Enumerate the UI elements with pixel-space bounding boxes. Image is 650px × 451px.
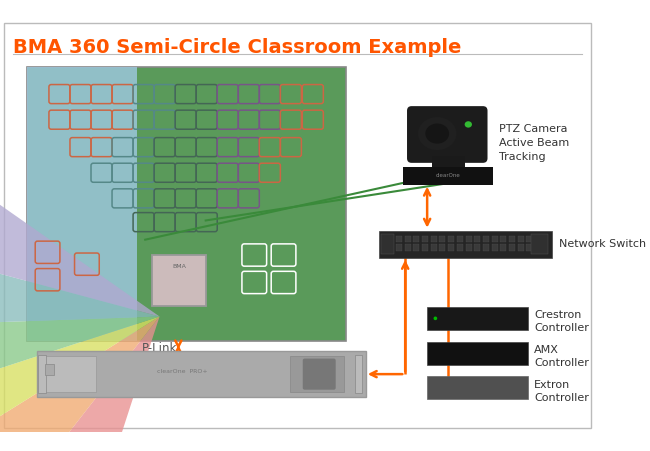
Bar (422, 244, 428, 251)
Bar (448, 244, 454, 251)
FancyBboxPatch shape (426, 342, 528, 364)
Bar (474, 236, 480, 243)
Bar (396, 236, 402, 243)
Text: BMA 360 Semi-Circle Classroom Example: BMA 360 Semi-Circle Classroom Example (13, 37, 461, 56)
FancyBboxPatch shape (152, 255, 206, 306)
FancyBboxPatch shape (36, 351, 366, 397)
Bar (413, 244, 419, 251)
Ellipse shape (434, 317, 437, 320)
Bar (422, 236, 428, 243)
Text: Extron
Controller: Extron Controller (534, 380, 589, 403)
Text: AMX
Controller: AMX Controller (534, 345, 589, 368)
Bar (509, 244, 515, 251)
FancyBboxPatch shape (379, 230, 552, 258)
FancyBboxPatch shape (532, 234, 548, 254)
Bar (448, 236, 454, 243)
Text: PTZ Camera
Active Beam
Tracking: PTZ Camera Active Beam Tracking (499, 124, 569, 162)
Bar (465, 244, 471, 251)
Text: BMA: BMA (172, 264, 186, 269)
Ellipse shape (425, 124, 449, 143)
FancyBboxPatch shape (27, 67, 346, 341)
Bar (483, 236, 489, 243)
FancyBboxPatch shape (426, 377, 528, 399)
Bar (491, 236, 498, 243)
FancyBboxPatch shape (426, 307, 528, 330)
Bar (396, 244, 402, 251)
FancyBboxPatch shape (42, 356, 96, 392)
FancyBboxPatch shape (27, 67, 137, 341)
Bar (474, 244, 480, 251)
FancyBboxPatch shape (407, 106, 488, 163)
FancyBboxPatch shape (404, 166, 493, 185)
Wedge shape (0, 135, 159, 317)
Bar (500, 244, 506, 251)
Wedge shape (0, 317, 159, 414)
Wedge shape (0, 235, 159, 327)
FancyBboxPatch shape (355, 355, 362, 393)
Bar (500, 236, 506, 243)
Bar (431, 236, 437, 243)
Bar (439, 236, 445, 243)
Bar (457, 244, 463, 251)
Bar (509, 236, 515, 243)
Bar (439, 244, 445, 251)
FancyBboxPatch shape (38, 355, 46, 393)
FancyBboxPatch shape (432, 156, 465, 167)
Bar (491, 244, 498, 251)
Bar (483, 244, 489, 251)
Text: clearOne  PRO+: clearOne PRO+ (157, 369, 208, 374)
Bar (517, 236, 524, 243)
Bar (405, 244, 411, 251)
Bar (431, 244, 437, 251)
Wedge shape (0, 317, 159, 451)
Ellipse shape (465, 121, 472, 128)
Bar (413, 236, 419, 243)
Wedge shape (0, 317, 159, 451)
Bar (517, 244, 524, 251)
Ellipse shape (418, 117, 456, 150)
FancyBboxPatch shape (303, 359, 335, 390)
FancyBboxPatch shape (45, 364, 54, 375)
FancyBboxPatch shape (291, 356, 344, 392)
Text: Crestron
Controller: Crestron Controller (534, 310, 589, 333)
Bar (465, 236, 471, 243)
Bar (405, 236, 411, 243)
Bar (526, 244, 532, 251)
Text: Network Switch: Network Switch (559, 239, 646, 249)
Bar (457, 236, 463, 243)
Bar (526, 236, 532, 243)
Text: P-Link: P-Link (142, 342, 177, 355)
FancyBboxPatch shape (382, 234, 394, 254)
Text: clearOne: clearOne (436, 173, 461, 178)
Wedge shape (0, 317, 159, 451)
